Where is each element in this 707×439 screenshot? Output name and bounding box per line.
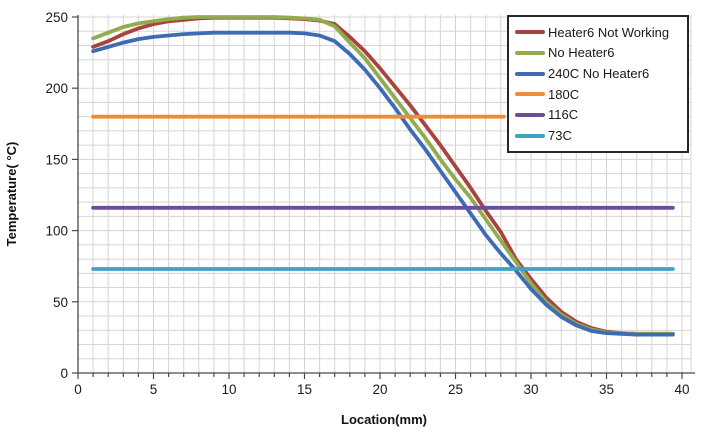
- legend-label: No Heater6: [548, 45, 615, 61]
- x-tick-label: 15: [297, 382, 312, 397]
- y-tick-label: 50: [53, 295, 68, 310]
- legend-item: 116C: [515, 107, 681, 122]
- legend-swatch: [515, 50, 545, 55]
- legend-swatch: [515, 30, 545, 35]
- legend-swatch: [515, 92, 545, 97]
- y-axis-title: Temperature( °C): [4, 142, 19, 247]
- legend-swatch: [515, 112, 545, 117]
- legend-item: 73C: [515, 128, 681, 143]
- x-tick-label: 30: [523, 382, 538, 397]
- y-tick-label: 250: [45, 10, 68, 25]
- x-axis-title: Location(mm): [341, 412, 427, 427]
- legend-label: 240C No Heater6: [548, 66, 650, 82]
- legend-swatch: [515, 71, 545, 76]
- legend-label: 73C: [548, 128, 572, 144]
- x-tick-label: 40: [674, 382, 689, 397]
- y-tick-label: 0: [60, 366, 68, 381]
- x-tick-label: 10: [221, 382, 236, 397]
- y-tick-label: 100: [45, 224, 68, 239]
- series-line-240c-no-heater6: [91, 30, 675, 337]
- legend-label: 180C: [548, 86, 580, 102]
- legend-swatch: [515, 133, 545, 138]
- legend-item: Heater6 Not Working: [515, 25, 681, 40]
- legend-item: No Heater6: [515, 45, 681, 60]
- x-tick-label: 25: [448, 382, 463, 397]
- legend-label: 116C: [548, 107, 579, 123]
- legend: Heater6 Not Working No Heater6 240C No Hea…: [507, 15, 689, 153]
- x-tick-label: 35: [599, 382, 614, 397]
- legend-item: 240C No Heater6: [515, 66, 681, 81]
- x-tick-label: 20: [372, 382, 387, 397]
- x-tick-label: 5: [150, 382, 158, 397]
- y-tick-label: 150: [45, 152, 68, 167]
- x-tick-label: 0: [74, 382, 82, 397]
- legend-item: 180C: [515, 87, 681, 102]
- y-tick-label: 200: [45, 81, 68, 96]
- legend-label: Heater6 Not Working: [548, 24, 670, 40]
